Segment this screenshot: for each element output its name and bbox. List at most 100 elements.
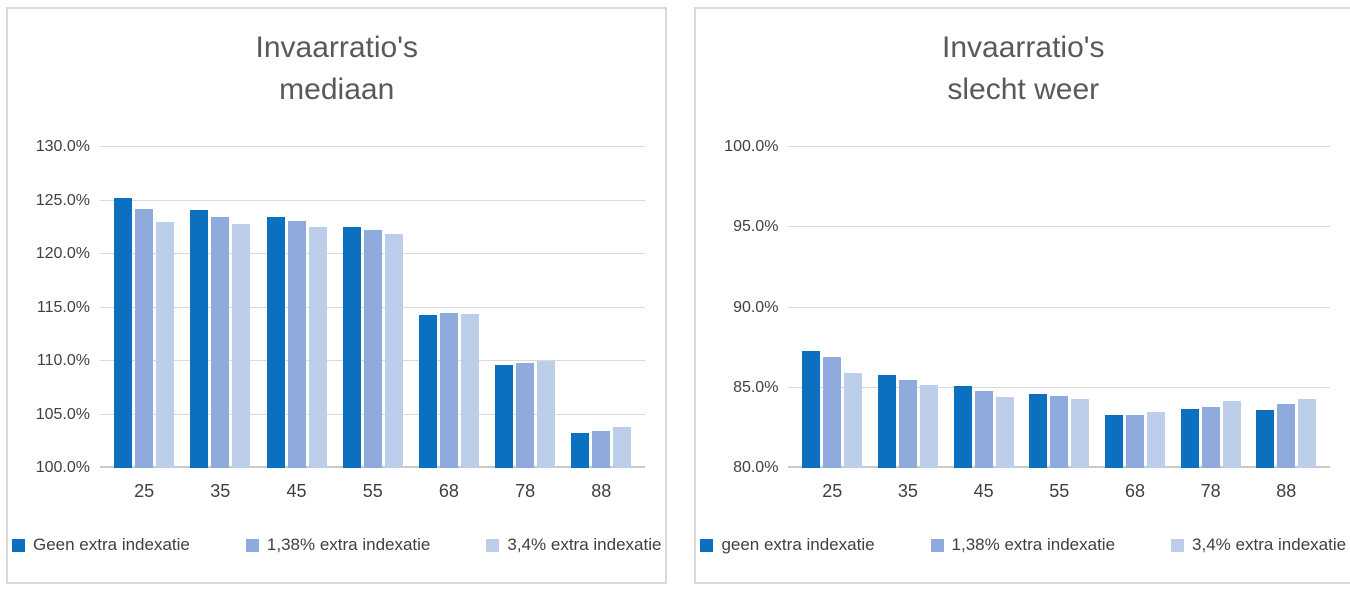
chart-title-line1: Invaarratio's bbox=[942, 31, 1105, 64]
x-axis: 25 35 45 55 68 78 88 bbox=[788, 468, 1330, 508]
x-tick-label: 68 bbox=[438, 480, 459, 501]
bar-25-geen-extra-indexatie bbox=[114, 198, 133, 468]
x-tick-label: 88 bbox=[591, 480, 612, 501]
bar-88-3-4-extra-indexatie bbox=[1298, 399, 1317, 468]
x-tick-label: 78 bbox=[515, 480, 536, 501]
y-tick-label: 100.0% bbox=[724, 138, 779, 155]
bar-35-geen-extra-indexatie bbox=[190, 210, 209, 468]
x-tick-label: 35 bbox=[897, 480, 918, 501]
bar-group-78 bbox=[1173, 147, 1249, 468]
bar-68-geen-extra-indexatie bbox=[1104, 415, 1123, 468]
gridline bbox=[788, 306, 1331, 308]
chart-title: Invaarratio's slecht weer bbox=[700, 27, 1346, 111]
gridline bbox=[788, 146, 1331, 147]
y-tick-label: 105.0% bbox=[35, 405, 90, 423]
bar-group-55 bbox=[1021, 147, 1097, 468]
bar-68-3-4-extra-indexatie bbox=[1146, 411, 1165, 468]
legend-label: 3,4% extra indexatie bbox=[1192, 535, 1347, 554]
legend-label: geen extra indexatie bbox=[721, 535, 875, 554]
legend-item-1-38-extra-indexatie: 1,38% extra indexatie bbox=[930, 535, 1116, 555]
bar-68-1-38-extra-indexatie bbox=[439, 312, 458, 468]
legend-item-3-4-extra-indexatie: 3,4% extra indexatie bbox=[486, 535, 661, 555]
chart-panel-mediaan[interactable]: Invaarratio's mediaan 100.0% 105.0% 110.0%… bbox=[6, 7, 668, 584]
x-tick-label: 78 bbox=[1200, 480, 1221, 501]
legend-marker-icon bbox=[1171, 538, 1185, 552]
bar-45-1-38-extra-indexatie bbox=[974, 390, 993, 468]
legend-item-3-4-extra-indexatie: 3,4% extra indexatie bbox=[1171, 535, 1346, 555]
bar-88-1-38-extra-indexatie bbox=[592, 430, 611, 468]
y-axis: 80.0% 85.0% 90.0% 95.0% 100.0% bbox=[704, 138, 788, 476]
bar-group-35 bbox=[182, 147, 258, 468]
bar-78-3-4-extra-indexatie bbox=[1222, 400, 1241, 468]
bar-group-35 bbox=[870, 147, 946, 468]
legend-item-1-38-extra-indexatie: 1,38% extra indexatie bbox=[245, 535, 431, 555]
bar-45-geen-extra-indexatie bbox=[953, 386, 972, 468]
bar-55-3-4-extra-indexatie bbox=[384, 233, 403, 468]
x-axis: 25 35 45 55 68 78 88 bbox=[100, 468, 645, 508]
x-tick-label: 55 bbox=[362, 480, 383, 501]
bar-55-geen-extra-indexatie bbox=[342, 227, 361, 468]
bar-88-geen-extra-indexatie bbox=[571, 432, 590, 468]
bar-group-55 bbox=[335, 147, 411, 468]
bar-78-geen-extra-indexatie bbox=[1180, 408, 1199, 468]
x-tick-label: 68 bbox=[1124, 480, 1145, 501]
bar-group-45 bbox=[258, 147, 334, 468]
x-tick-label: 45 bbox=[286, 480, 307, 501]
bar-55-1-38-extra-indexatie bbox=[1050, 395, 1069, 468]
bar-78-3-4-extra-indexatie bbox=[537, 361, 556, 468]
y-tick-label: 95.0% bbox=[733, 218, 779, 236]
bar-25-geen-extra-indexatie bbox=[802, 350, 821, 468]
bar-group-68 bbox=[1097, 147, 1173, 468]
gridline bbox=[788, 386, 1331, 388]
chart-title-line2: mediaan bbox=[279, 73, 395, 106]
x-tick-label: 88 bbox=[1276, 480, 1297, 501]
y-tick-label: 90.0% bbox=[733, 298, 779, 316]
y-tick-label: 115.0% bbox=[36, 298, 90, 316]
bar-35-1-38-extra-indexatie bbox=[898, 379, 917, 468]
plot-area bbox=[100, 146, 646, 468]
y-tick-label: 130.0% bbox=[35, 138, 90, 155]
bar-groups bbox=[100, 147, 645, 468]
bar-group-45 bbox=[946, 147, 1022, 468]
bar-68-3-4-extra-indexatie bbox=[460, 313, 479, 468]
bar-groups bbox=[788, 147, 1330, 468]
gridline bbox=[100, 146, 646, 147]
bar-78-1-38-extra-indexatie bbox=[1201, 407, 1220, 468]
bar-45-geen-extra-indexatie bbox=[266, 216, 285, 468]
bar-45-1-38-extra-indexatie bbox=[287, 220, 306, 468]
y-tick-label: 110.0% bbox=[36, 352, 90, 369]
bar-88-1-38-extra-indexatie bbox=[1277, 403, 1296, 468]
bar-45-3-4-extra-indexatie bbox=[995, 397, 1014, 468]
legend-item-geen-extra-indexatie: geen extra indexatie bbox=[700, 535, 875, 555]
gridline bbox=[788, 226, 1331, 228]
bar-25-3-4-extra-indexatie bbox=[844, 373, 863, 468]
y-tick-label: 125.0% bbox=[35, 191, 90, 209]
bar-group-88 bbox=[563, 147, 639, 468]
y-tick-label: 100.0% bbox=[35, 459, 90, 476]
x-tick-label: 35 bbox=[210, 480, 231, 501]
chart-panel-slecht-weer[interactable]: Invaarratio's slecht weer 80.0% 85.0% 90.0… bbox=[694, 7, 1350, 584]
legend-marker-icon bbox=[486, 538, 500, 552]
bar-group-78 bbox=[487, 147, 563, 468]
legend-marker-icon bbox=[12, 538, 25, 552]
legend-label: 1,38% extra indexatie bbox=[266, 535, 431, 554]
bar-68-geen-extra-indexatie bbox=[418, 315, 437, 468]
bar-45-3-4-extra-indexatie bbox=[308, 227, 327, 468]
x-tick-label: 25 bbox=[134, 480, 155, 501]
bar-25-1-38-extra-indexatie bbox=[823, 357, 842, 468]
bar-35-3-4-extra-indexatie bbox=[919, 384, 938, 468]
y-axis: 100.0% 105.0% 110.0% 115.0% 120.0% 125.0% 130.… bbox=[16, 138, 100, 476]
legend-marker-icon bbox=[245, 538, 259, 552]
bar-35-1-38-extra-indexatie bbox=[211, 216, 230, 468]
y-tick-label: 85.0% bbox=[733, 378, 779, 396]
bar-68-1-38-extra-indexatie bbox=[1125, 415, 1144, 468]
bar-25-1-38-extra-indexatie bbox=[135, 209, 154, 468]
legend-item-geen-extra-indexatie: Geen extra indexatie bbox=[12, 535, 190, 555]
legend-label: Geen extra indexatie bbox=[33, 535, 190, 554]
chart-title-line1: Invaarratio's bbox=[255, 31, 418, 64]
bar-55-3-4-extra-indexatie bbox=[1071, 399, 1090, 468]
legend-marker-icon bbox=[930, 538, 944, 552]
legend-label: 1,38% extra indexatie bbox=[951, 535, 1116, 554]
x-tick-label: 25 bbox=[822, 480, 843, 501]
